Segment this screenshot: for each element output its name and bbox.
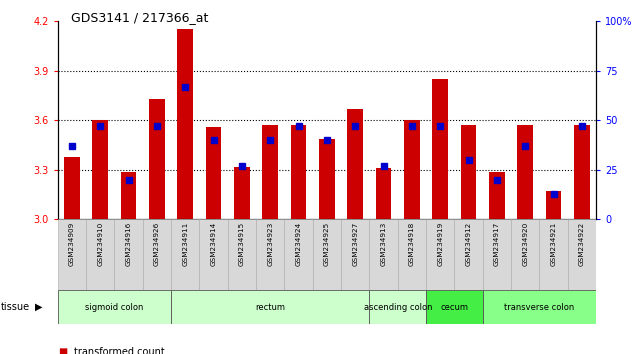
Bar bbox=[398, 219, 426, 290]
Bar bbox=[540, 219, 568, 290]
Bar bbox=[454, 219, 483, 290]
Text: ascending colon: ascending colon bbox=[363, 303, 432, 312]
Bar bbox=[285, 219, 313, 290]
Text: GSM234912: GSM234912 bbox=[465, 222, 472, 266]
Text: ■: ■ bbox=[58, 347, 67, 354]
Bar bbox=[568, 219, 596, 290]
Text: cecum: cecum bbox=[440, 303, 469, 312]
Text: GDS3141 / 217366_at: GDS3141 / 217366_at bbox=[71, 11, 208, 24]
Text: tissue: tissue bbox=[1, 302, 29, 312]
Bar bbox=[234, 167, 250, 219]
Text: GSM234920: GSM234920 bbox=[522, 222, 528, 266]
Text: ▶: ▶ bbox=[35, 302, 43, 312]
Text: GSM234919: GSM234919 bbox=[437, 222, 444, 266]
Bar bbox=[171, 219, 199, 290]
Text: GSM234925: GSM234925 bbox=[324, 222, 330, 266]
Text: GSM234915: GSM234915 bbox=[239, 222, 245, 266]
Bar bbox=[92, 120, 108, 219]
Text: GSM234926: GSM234926 bbox=[154, 222, 160, 266]
Text: transformed count: transformed count bbox=[74, 347, 165, 354]
Text: GSM234917: GSM234917 bbox=[494, 222, 500, 266]
Bar bbox=[256, 219, 285, 290]
Bar bbox=[404, 120, 420, 219]
Bar bbox=[369, 219, 398, 290]
Text: sigmoid colon: sigmoid colon bbox=[85, 303, 144, 312]
Bar bbox=[483, 290, 596, 324]
Text: GSM234924: GSM234924 bbox=[296, 222, 301, 266]
Bar bbox=[143, 219, 171, 290]
Bar bbox=[489, 172, 504, 219]
Text: GSM234918: GSM234918 bbox=[409, 222, 415, 266]
Bar bbox=[64, 157, 79, 219]
Text: GSM234927: GSM234927 bbox=[353, 222, 358, 266]
Bar bbox=[114, 219, 143, 290]
Bar bbox=[291, 125, 306, 219]
Bar bbox=[574, 125, 590, 219]
Text: transverse colon: transverse colon bbox=[504, 303, 574, 312]
Bar bbox=[121, 172, 137, 219]
Bar bbox=[511, 219, 540, 290]
Bar bbox=[369, 290, 426, 324]
Bar bbox=[347, 109, 363, 219]
Bar bbox=[228, 219, 256, 290]
Text: GSM234909: GSM234909 bbox=[69, 222, 75, 266]
Bar bbox=[58, 290, 171, 324]
Bar bbox=[262, 125, 278, 219]
Bar bbox=[149, 99, 165, 219]
Bar bbox=[433, 79, 448, 219]
Bar bbox=[319, 138, 335, 219]
Bar bbox=[546, 192, 562, 219]
Text: GSM234916: GSM234916 bbox=[126, 222, 131, 266]
Bar bbox=[341, 219, 369, 290]
Text: GSM234922: GSM234922 bbox=[579, 222, 585, 266]
Bar bbox=[58, 219, 86, 290]
Bar bbox=[426, 219, 454, 290]
Bar bbox=[171, 290, 369, 324]
Text: GSM234914: GSM234914 bbox=[210, 222, 217, 266]
Bar bbox=[86, 219, 114, 290]
Bar bbox=[517, 125, 533, 219]
Text: GSM234923: GSM234923 bbox=[267, 222, 273, 266]
Bar bbox=[376, 168, 392, 219]
Text: GSM234910: GSM234910 bbox=[97, 222, 103, 266]
Bar bbox=[426, 290, 483, 324]
Bar bbox=[206, 127, 221, 219]
Bar bbox=[461, 125, 476, 219]
Bar bbox=[313, 219, 341, 290]
Text: GSM234913: GSM234913 bbox=[381, 222, 387, 266]
Text: GSM234911: GSM234911 bbox=[182, 222, 188, 266]
Bar bbox=[483, 219, 511, 290]
Text: GSM234921: GSM234921 bbox=[551, 222, 556, 266]
Text: rectum: rectum bbox=[255, 303, 285, 312]
Bar bbox=[199, 219, 228, 290]
Bar bbox=[178, 29, 193, 219]
